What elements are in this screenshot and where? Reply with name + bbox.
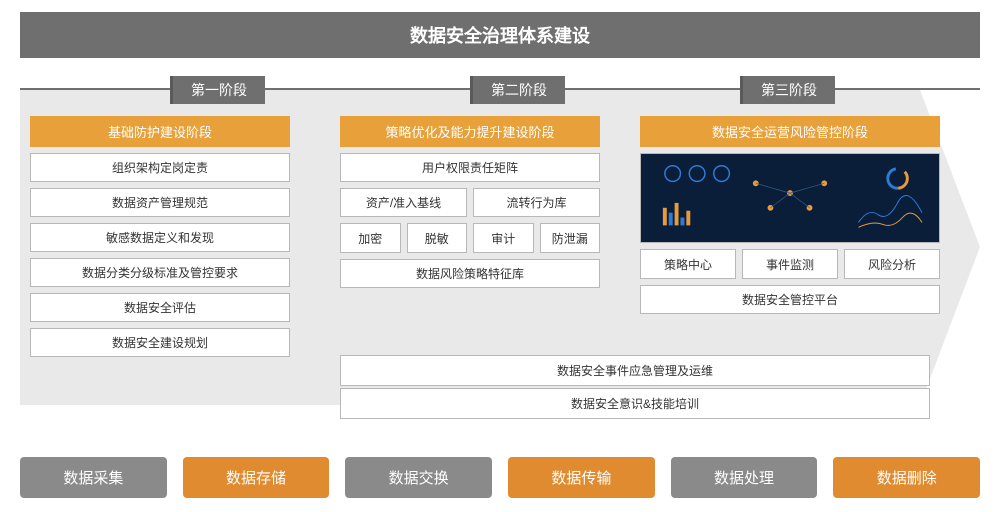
phase-2-sub-banner: 策略优化及能力提升建设阶段 xyxy=(340,116,600,147)
p2-row2-b: 流转行为库 xyxy=(473,188,600,217)
pill-1: 数据存储 xyxy=(183,457,330,498)
pill-5: 数据删除 xyxy=(833,457,980,498)
p1-box-4: 数据安全评估 xyxy=(30,293,290,322)
phase-1-column: 基础防护建设阶段 组织架构定岗定责 数据资产管理规范 敏感数据定义和发现 数据分… xyxy=(30,116,290,357)
phase-tab-2: 第二阶段 xyxy=(470,76,565,104)
p2-row3-a: 加密 xyxy=(340,223,401,253)
pill-3: 数据传输 xyxy=(508,457,655,498)
p3-row-small: 策略中心 事件监测 风险分析 xyxy=(640,249,940,279)
p1-box-2: 敏感数据定义和发现 xyxy=(30,223,290,252)
p3-small-b: 事件监测 xyxy=(742,249,838,279)
pill-2: 数据交换 xyxy=(345,457,492,498)
p3-small-a: 策略中心 xyxy=(640,249,736,279)
p2-row4: 数据风险策略特征库 xyxy=(340,259,600,288)
p2-row2: 资产/准入基线 流转行为库 xyxy=(340,188,600,217)
phase-tab-2-label: 第二阶段 xyxy=(491,82,547,98)
p2-row3-b: 脱敏 xyxy=(407,223,468,253)
p1-box-1: 数据资产管理规范 xyxy=(30,188,290,217)
p2-row1: 用户权限责任矩阵 xyxy=(340,153,600,182)
phase-1-sub-banner: 基础防护建设阶段 xyxy=(30,116,290,147)
phase-timeline: 第一阶段 第二阶段 第三阶段 xyxy=(20,76,980,102)
p2-row3: 加密 脱敏 审计 防泄漏 xyxy=(340,223,600,253)
p3-small-c: 风险分析 xyxy=(844,249,940,279)
pill-4: 数据处理 xyxy=(671,457,818,498)
p1-box-3: 数据分类分级标准及管控要求 xyxy=(30,258,290,287)
phase-3-column: 数据安全运营风险管控阶段 xyxy=(640,116,940,357)
phase-3-sub-banner: 数据安全运营风险管控阶段 xyxy=(640,116,940,147)
page-title: 数据安全治理体系建设 xyxy=(410,26,590,46)
phase-tab-1-label: 第一阶段 xyxy=(191,82,247,98)
dashboard-preview xyxy=(640,153,940,243)
phase-tab-1: 第一阶段 xyxy=(170,76,265,104)
p2-row3-c: 审计 xyxy=(473,223,534,253)
page-title-banner: 数据安全治理体系建设 xyxy=(20,12,980,58)
phase-tab-3-label: 第三阶段 xyxy=(761,82,817,98)
p2-row3-d: 防泄漏 xyxy=(540,223,601,253)
p3-wide: 数据安全管控平台 xyxy=(640,285,940,314)
pill-0: 数据采集 xyxy=(20,457,167,498)
p1-box-5: 数据安全建设规划 xyxy=(30,328,290,357)
p1-box-0: 组织架构定岗定责 xyxy=(30,153,290,182)
wide-box-2: 数据安全意识&技能培训 xyxy=(340,388,930,419)
columns-wrap: 基础防护建设阶段 组织架构定岗定责 数据资产管理规范 敏感数据定义和发现 数据分… xyxy=(20,116,980,357)
bottom-pill-row: 数据采集 数据存储 数据交换 数据传输 数据处理 数据删除 xyxy=(20,457,980,498)
p2-row2-a: 资产/准入基线 xyxy=(340,188,467,217)
phase-2-column: 策略优化及能力提升建设阶段 用户权限责任矩阵 资产/准入基线 流转行为库 加密 … xyxy=(340,116,600,357)
dashboard-illustration-icon xyxy=(641,154,939,242)
phase-tab-3: 第三阶段 xyxy=(740,76,835,104)
wide-box-1: 数据安全事件应急管理及运维 xyxy=(340,355,930,386)
